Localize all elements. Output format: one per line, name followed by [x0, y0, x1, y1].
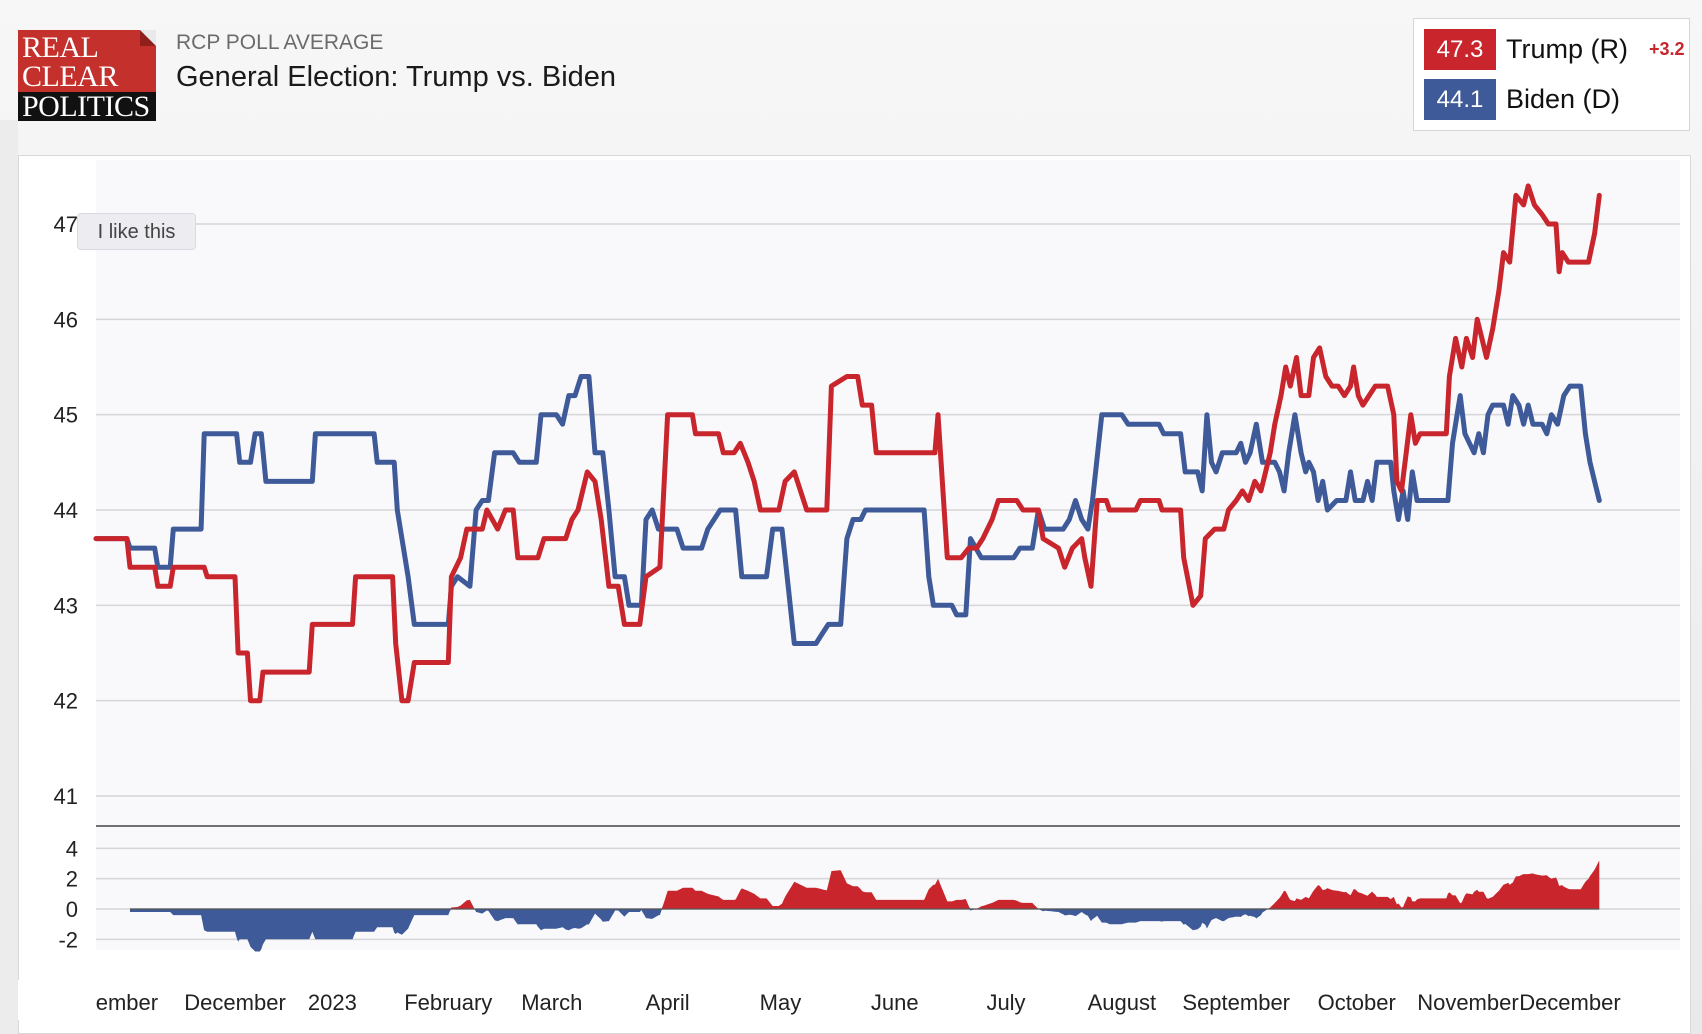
- x-tick-label: November: [1417, 990, 1518, 1015]
- x-tick-label: June: [871, 990, 919, 1015]
- legend-biden-value: 44.1: [1424, 79, 1496, 120]
- logo-line-3: POLITICS: [22, 90, 150, 123]
- spread-y-tick-label: -2: [58, 927, 78, 952]
- legend-entry-biden[interactable]: 44.1 Biden (D): [1424, 79, 1684, 120]
- legend-trump-value: 47.3: [1424, 29, 1496, 70]
- logo-black-block: [18, 92, 156, 121]
- logo-red-block: [18, 30, 156, 92]
- x-tick-label: December: [1519, 990, 1620, 1015]
- x-tick-label: 2023: [308, 990, 357, 1015]
- chart-supertitle: RCP POLL AVERAGE: [176, 31, 384, 54]
- y-tick-label: 46: [54, 307, 78, 332]
- logo-fold-corner: [140, 30, 156, 46]
- spread-y-tick-label: 4: [66, 836, 78, 861]
- x-tick-label: December: [184, 990, 285, 1015]
- legend-entry-trump[interactable]: 47.3 Trump (R) +3.2: [1424, 29, 1685, 70]
- legend-biden-name: Biden (D): [1506, 84, 1621, 114]
- legend-trump-spread: +3.2: [1649, 39, 1685, 59]
- y-tick-label: 45: [54, 403, 78, 428]
- spread-area-biden: [130, 909, 1600, 952]
- tooltip-popup: I like this: [77, 213, 196, 250]
- series-line-trump: [93, 183, 1602, 704]
- x-tick-label: March: [521, 990, 582, 1015]
- x-tick-label: October: [1318, 990, 1396, 1015]
- x-tick-label: August: [1088, 990, 1157, 1015]
- spread-area-trump: [130, 860, 1600, 909]
- legend-trump-name: Trump (R): [1506, 34, 1628, 64]
- chart-title: General Election: Trump vs. Biden: [176, 61, 617, 93]
- logo-line-1: REAL: [22, 31, 99, 64]
- x-tick-label: May: [760, 990, 802, 1015]
- rcp-logo[interactable]: REAL CLEAR POLITICS: [18, 30, 156, 123]
- legend-box: 47.3 Trump (R) +3.2 44.1 Biden (D): [1413, 18, 1690, 131]
- x-tick-label: ember: [96, 990, 158, 1015]
- y-tick-label: 42: [54, 689, 78, 714]
- spread-y-tick-label: 0: [66, 897, 78, 922]
- x-tick-label: July: [986, 990, 1025, 1015]
- y-tick-label: 41: [54, 784, 78, 809]
- spread-y-tick-label: 2: [66, 867, 78, 892]
- x-tick-label: September: [1182, 990, 1290, 1015]
- y-tick-label: 44: [54, 498, 78, 523]
- x-tick-label: April: [646, 990, 690, 1015]
- page-left-gutter: [0, 120, 18, 1034]
- logo-line-2: CLEAR: [22, 60, 118, 93]
- y-tick-label: 43: [54, 593, 78, 618]
- x-tick-label: February: [404, 990, 492, 1015]
- y-tick-label: 47: [54, 212, 78, 237]
- plot-background: [96, 160, 1680, 950]
